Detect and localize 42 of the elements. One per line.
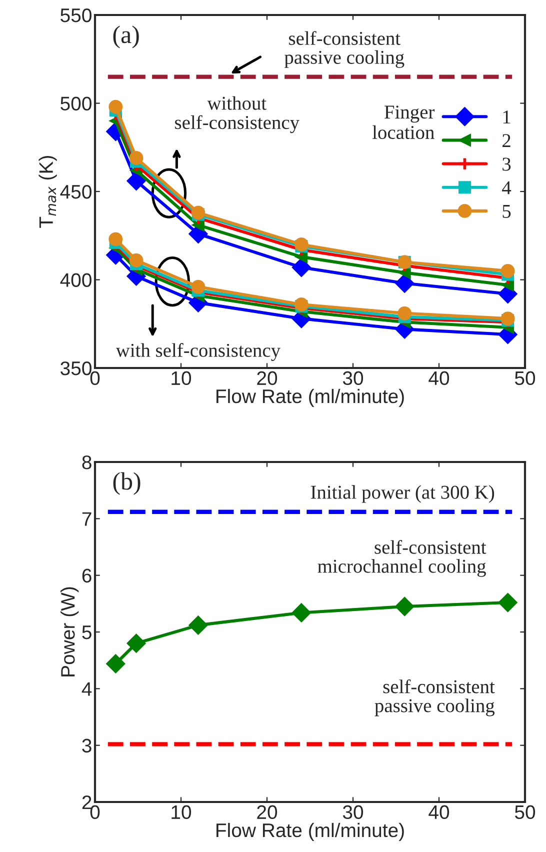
y-tick-label: 450 [60, 184, 92, 199]
ref-line-label: self-consistent passive cooling [374, 679, 495, 716]
legend-label: 3 [502, 158, 511, 171]
x-tick-label: 40 [428, 371, 450, 386]
ref-line-label: self-consistent passive cooling [284, 31, 404, 68]
x-axis-title: Flow Rate (ml/minute) [216, 388, 404, 408]
legend-label: 4 [502, 181, 512, 194]
y-axis-title: Power (W) [60, 587, 79, 676]
y-axis-title: T$_{max}$ (K) [38, 156, 57, 228]
x-tick-label: 0 [90, 805, 100, 820]
annotation: without self-consistency [175, 96, 300, 134]
y-tick-label: 7 [82, 512, 92, 526]
x-tick-label: 50 [514, 805, 536, 820]
x-tick-label: 20 [257, 371, 278, 386]
y-tick-label: 500 [60, 96, 92, 110]
y-tick-label: 350 [60, 361, 92, 376]
x-tick-label: 50 [514, 371, 536, 386]
x-tick-label: 20 [257, 805, 278, 820]
x-tick-label: 10 [172, 805, 192, 820]
x-tick-label: 10 [172, 371, 192, 386]
x-tick-label: 30 [342, 371, 364, 386]
x-tick-label: 30 [342, 805, 364, 820]
legend-title: Finger location [372, 106, 435, 140]
series-label: self-consistent microchannel cooling [318, 540, 486, 577]
annotation: with self-consistency [116, 343, 280, 361]
x-axis-title: Flow Rate (ml/minute) [216, 822, 404, 842]
y-tick-label: 8 [82, 455, 92, 470]
y-tick-label: 550 [60, 8, 92, 22]
y-tick-label: 400 [60, 273, 92, 287]
ref-line-label: Initial power (at 300 K) [310, 485, 494, 503]
legend-label: 1 [503, 110, 510, 124]
y-tick-label: 6 [82, 568, 92, 583]
y-tick-label: 3 [82, 738, 92, 753]
x-tick-label: 40 [428, 805, 450, 820]
y-tick-label: 2 [82, 795, 92, 810]
y-tick-label: 4 [82, 682, 92, 696]
legend-label: 2 [502, 134, 510, 147]
legend-label: 5 [502, 205, 511, 218]
annotation: (a) [113, 26, 139, 48]
annotation: (b) [113, 472, 140, 495]
x-tick-label: 0 [90, 371, 100, 386]
y-tick-label: 5 [82, 626, 92, 640]
